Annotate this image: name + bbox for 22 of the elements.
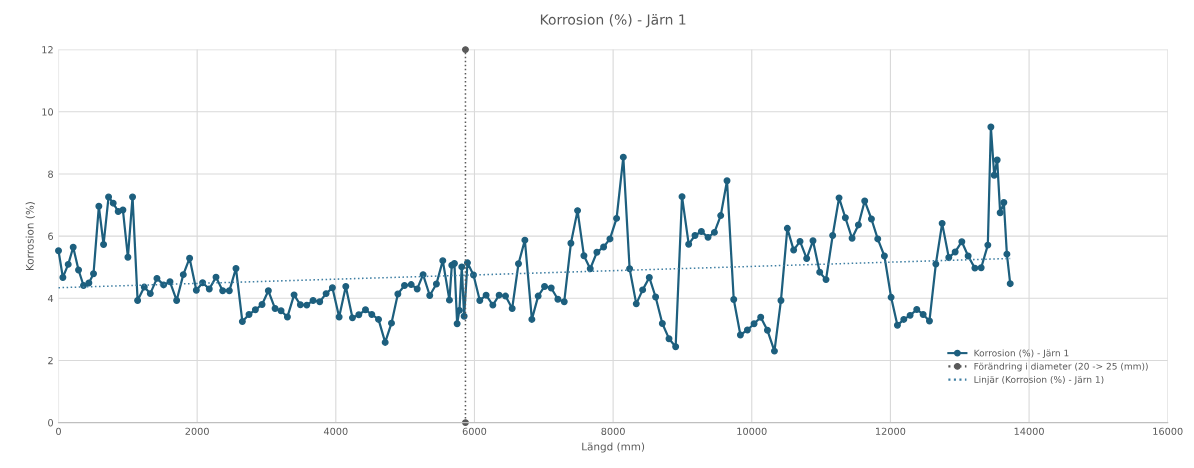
y-tick-label: 8 — [48, 170, 53, 178]
y-tick-label: 6 — [48, 232, 54, 240]
x-tick-label: 16000 — [1153, 427, 1183, 435]
x-tick-label: 6000 — [462, 427, 487, 435]
x-tick-label: 14000 — [1014, 427, 1044, 435]
x-tick-label: 12000 — [876, 427, 906, 435]
chart-title: Korrosion (%) - Järn 1 — [540, 14, 686, 28]
y-tick-label: 12 — [42, 46, 53, 54]
x-axis-title: Längd (mm) — [582, 442, 645, 453]
legend-label: Förändring i diameter (20 -> 25 (mm)) — [974, 362, 1148, 372]
y-tick-label: 2 — [48, 356, 53, 365]
x-tick-label: 2000 — [185, 427, 209, 435]
x-tick-label: 10000 — [737, 427, 767, 435]
y-axis-title: Korrosion (%) — [25, 202, 35, 270]
x-tick-label: 8000 — [601, 427, 625, 435]
legend-label: Korrosion (%) - Järn 1 — [974, 349, 1069, 359]
x-tick-label: 4000 — [323, 427, 348, 435]
y-tick-label: 4 — [47, 294, 54, 302]
x-tick-label: 0 — [56, 427, 61, 435]
legend-label: Linjär (Korrosion (%) - Järn 1) — [974, 375, 1104, 385]
y-tick-label: 10 — [42, 108, 53, 116]
y-tick-label: 0 — [48, 419, 53, 427]
